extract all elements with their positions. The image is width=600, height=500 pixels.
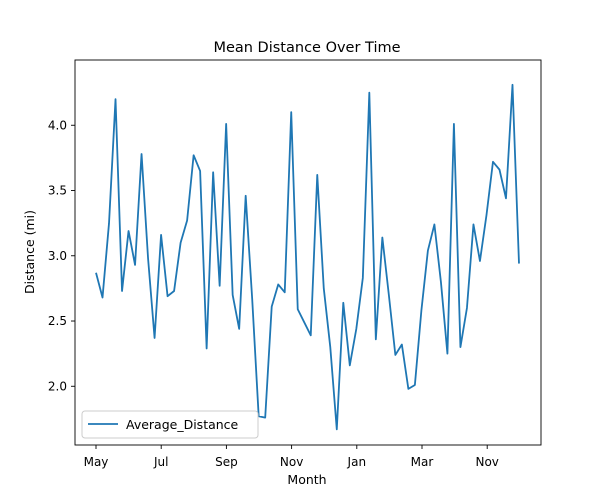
data-point	[485, 214, 488, 217]
data-point	[251, 297, 254, 300]
x-tick-label: Jan	[347, 455, 367, 469]
data-point	[283, 291, 286, 294]
data-point	[504, 197, 507, 200]
data-point	[225, 122, 228, 125]
data-point	[472, 223, 475, 226]
data-point	[452, 122, 455, 125]
data-point	[160, 233, 163, 236]
data-point	[478, 259, 481, 262]
data-point	[166, 295, 169, 298]
data-point	[335, 428, 338, 431]
data-point	[95, 271, 98, 274]
data-point	[127, 229, 130, 232]
data-point	[348, 364, 351, 367]
data-point	[231, 293, 234, 296]
data-point	[361, 276, 364, 279]
x-axis: May Jul Sep Nov Jan Mar Nov	[84, 445, 499, 469]
data-point	[446, 352, 449, 355]
data-point	[465, 306, 468, 309]
data-point	[212, 171, 215, 174]
data-point	[381, 236, 384, 239]
data-point	[218, 284, 221, 287]
y-tick-label: 2.5	[48, 314, 67, 328]
data-point	[303, 321, 306, 324]
data-point	[296, 308, 299, 311]
data-point	[108, 222, 111, 225]
y-tick-label: 4.0	[48, 118, 67, 132]
data-point	[244, 194, 247, 197]
axes-frame	[74, 59, 542, 446]
data-point	[101, 296, 104, 299]
y-tick-label: 2.0	[48, 379, 67, 393]
data-point	[192, 154, 195, 157]
data-point	[277, 283, 280, 286]
data-point	[413, 383, 416, 386]
data-point	[147, 257, 150, 260]
y-axis: 2.0 2.5 3.0 3.5 4.0	[48, 118, 75, 393]
data-point	[498, 168, 501, 171]
data-point	[433, 223, 436, 226]
x-tick-label: Nov	[280, 455, 303, 469]
data-point	[374, 338, 377, 341]
data-point	[394, 353, 397, 356]
x-tick-label: Jul	[153, 455, 168, 469]
y-tick-label: 3.0	[48, 249, 67, 263]
data-point	[134, 263, 137, 266]
legend: Average_Distance	[81, 410, 259, 439]
x-tick-label: Mar	[411, 455, 434, 469]
data-point	[511, 83, 514, 86]
data-point	[290, 111, 293, 114]
data-point	[368, 91, 371, 94]
y-tick-label: 3.5	[48, 184, 67, 198]
data-point	[518, 262, 521, 265]
data-point	[439, 280, 442, 283]
data-point	[322, 287, 325, 290]
data-point	[426, 249, 429, 252]
series-line-average-distance	[95, 83, 520, 431]
data-point	[491, 160, 494, 163]
data-point	[205, 347, 208, 350]
x-axis-label: Month	[287, 472, 326, 487]
data-point	[316, 173, 319, 176]
data-point	[140, 152, 143, 155]
chart-title: Mean Distance Over Time	[213, 40, 400, 56]
data-point	[270, 305, 273, 308]
data-point	[114, 98, 117, 101]
data-point	[309, 334, 312, 337]
data-point	[153, 336, 156, 339]
data-point	[407, 387, 410, 390]
data-point	[387, 293, 390, 296]
data-point	[199, 169, 202, 172]
data-point	[186, 219, 189, 222]
data-point	[173, 290, 176, 293]
data-point	[121, 290, 124, 293]
data-point	[342, 301, 345, 304]
data-point	[400, 343, 403, 346]
plot-area	[95, 83, 521, 431]
data-point	[179, 241, 182, 244]
y-axis-label: Distance (mi)	[22, 210, 37, 294]
data-point	[355, 327, 358, 330]
legend-label-average-distance: Average_Distance	[126, 417, 239, 432]
legend-box	[81, 410, 259, 439]
data-point	[329, 346, 332, 349]
x-tick-label: Nov	[475, 455, 498, 469]
data-point	[420, 309, 423, 312]
data-point	[238, 327, 241, 330]
x-tick-label: May	[84, 455, 109, 469]
data-point	[459, 346, 462, 349]
x-tick-label: Sep	[215, 455, 238, 469]
data-point	[264, 416, 267, 419]
